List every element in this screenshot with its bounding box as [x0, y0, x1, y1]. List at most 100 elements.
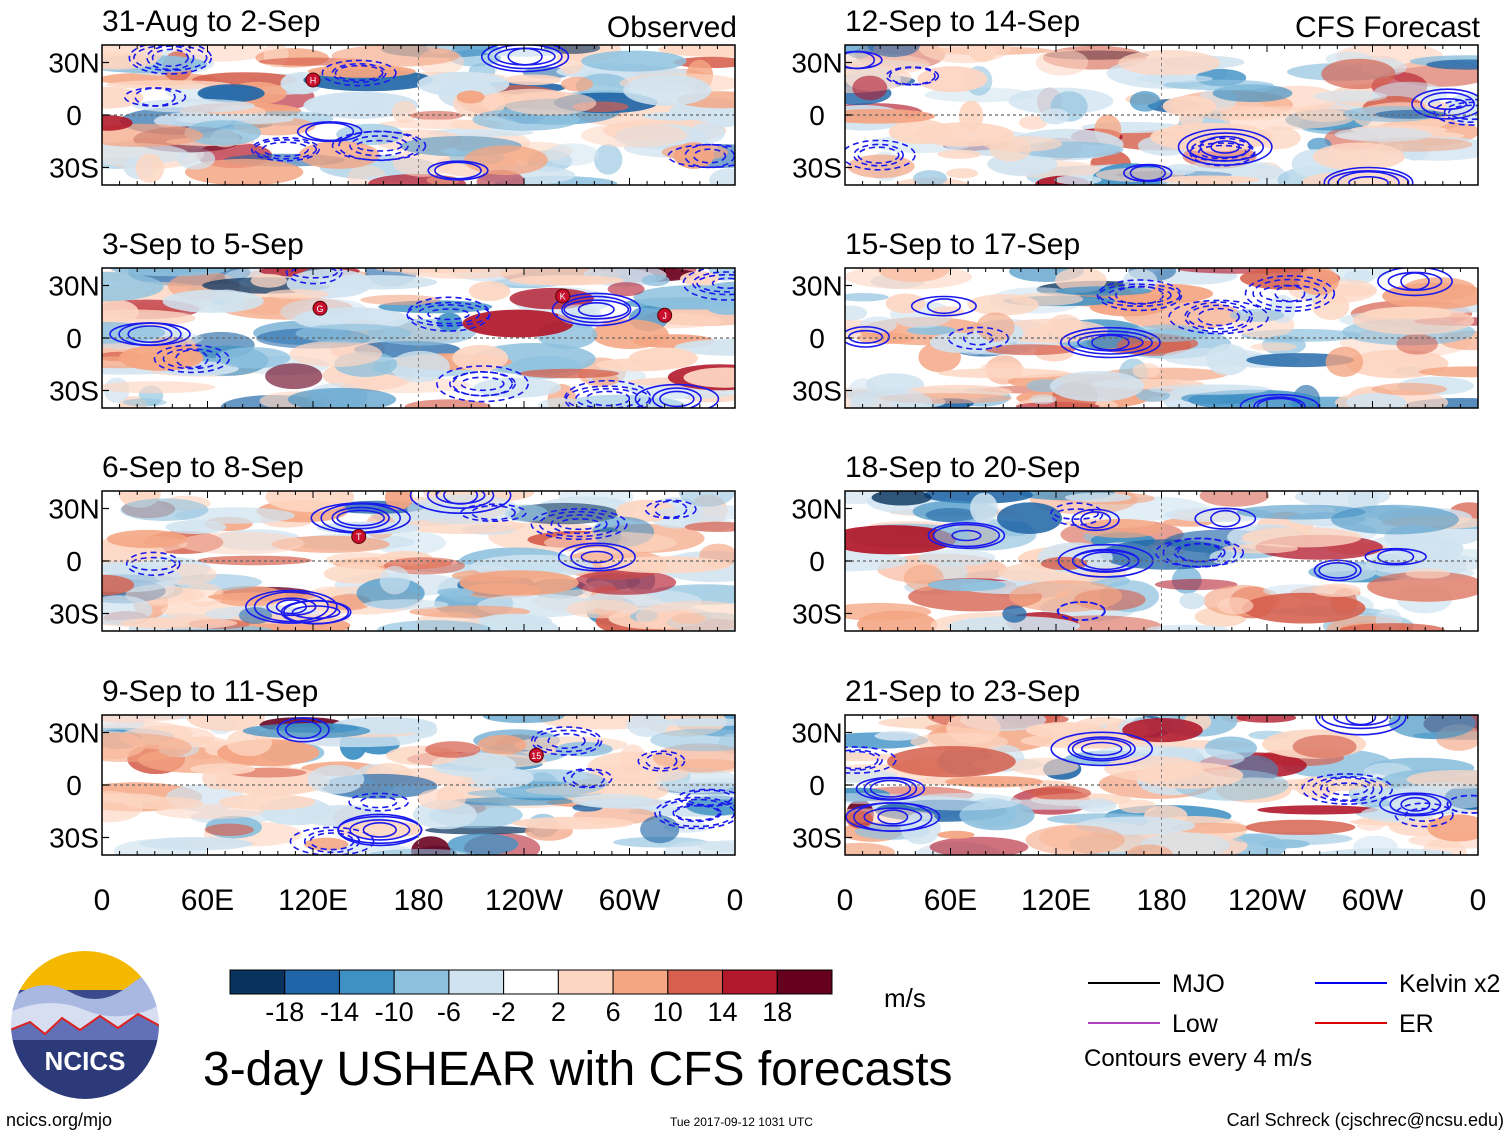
shear-blob: [925, 507, 977, 523]
kelvin-contour: [845, 802, 941, 832]
kelvin-contour: [538, 510, 620, 538]
site-link[interactable]: ncics.org/mjo: [6, 1110, 113, 1130]
shear-blob: [184, 120, 262, 146]
shear-blob: [845, 305, 868, 321]
shear-blob: [1331, 504, 1459, 535]
kelvin-contour: [672, 803, 722, 823]
kelvin-contour: [1197, 307, 1240, 327]
shear-blob: [410, 110, 464, 121]
shear-blob: [1199, 491, 1269, 507]
shear-blob: [1009, 580, 1123, 613]
colorbar-label: -10: [375, 997, 414, 1027]
shear-blob: [392, 100, 417, 124]
shear-blob: [845, 268, 973, 290]
shear-blob: [307, 764, 365, 794]
shear-blob: [102, 115, 133, 131]
colorbar-units: m/s: [884, 983, 926, 1013]
map-panel: 30N 0 30S 21-Sep to 23-Sep: [791, 675, 1479, 856]
shear-blob: [538, 397, 586, 408]
shear-blob: [607, 282, 645, 297]
shear-blob: [1427, 814, 1478, 842]
kelvin-contour: [557, 518, 601, 531]
shear-blob: [477, 734, 527, 756]
shear-blob: [913, 170, 948, 185]
kelvin-contour: [470, 505, 516, 521]
shear-blob: [1367, 571, 1478, 602]
kelvin-contour: [1129, 164, 1167, 182]
logo-text: NCICS: [45, 1046, 126, 1076]
kelvin-contour: [1327, 170, 1410, 185]
kelvin-contour: [1071, 738, 1132, 760]
shear-blob: [119, 344, 204, 371]
panel-title: 9-Sep to 11-Sep: [102, 675, 318, 708]
colorbar-swatch: [776, 969, 833, 995]
shear-blob: [102, 733, 192, 762]
kelvin-contour: [253, 591, 329, 623]
kelvin-contour: [857, 146, 900, 164]
kelvin-contour: [1377, 268, 1453, 297]
kelvin-contour: [885, 66, 940, 86]
shear-blob: [709, 168, 735, 185]
legend-label: MJO: [1172, 970, 1225, 998]
shear-blob: [1250, 342, 1297, 352]
shear-blob: [1352, 306, 1475, 335]
shear-blob: [1030, 785, 1092, 801]
storm-marker: T: [351, 529, 367, 544]
shear-blob: [502, 91, 597, 116]
kelvin-contour: [1071, 508, 1120, 532]
storm-label: J: [662, 311, 667, 321]
kelvin-contour: [1326, 782, 1369, 796]
kelvin-contour: [434, 161, 482, 180]
kelvin-contour: [321, 59, 397, 87]
shear-blob: [1179, 108, 1204, 128]
y-tick-label: 30S: [792, 599, 842, 630]
panel-title: 21-Sep to 23-Sep: [845, 675, 1080, 708]
shear-blob: [947, 616, 1080, 631]
kelvin-contour: [1348, 176, 1389, 185]
kelvin-contour: [1379, 792, 1452, 817]
shear-blob: [690, 122, 726, 144]
shear-blob: [640, 815, 680, 844]
kelvin-contour: [109, 322, 191, 347]
shear-blob: [596, 358, 680, 372]
kelvin-contour: [127, 325, 173, 344]
shear-blob: [1222, 544, 1299, 554]
shear-blob: [928, 578, 1007, 592]
kelvin-contour: [1321, 715, 1401, 730]
y-tick-label: 30N: [48, 271, 99, 302]
shear-blob: [416, 788, 467, 810]
shear-blob: [106, 80, 232, 90]
map-panel: 30N 0 30S 12-Sep to 14-Sep CFS Forecast: [791, 5, 1481, 186]
shear-blob: [1002, 605, 1027, 623]
shear-blob: [1295, 491, 1390, 508]
kelvin-contour: [1049, 502, 1104, 526]
shear-blob: [678, 491, 735, 507]
kelvin-contour: [1056, 601, 1106, 621]
shear-blob: [1302, 171, 1411, 185]
kelvin-contour: [1364, 547, 1427, 566]
shear-blob: [1229, 308, 1285, 322]
shear-blob: [1319, 562, 1377, 582]
section-label: CFS Forecast: [1295, 11, 1481, 44]
kelvin-contour: [284, 720, 322, 740]
shear-blob: [1118, 799, 1157, 814]
x-tick-label: 120W: [1228, 884, 1307, 917]
shear-blob: [1365, 552, 1478, 575]
shear-blob: [307, 64, 416, 78]
shear-blob: [581, 123, 687, 148]
shear-blob: [456, 90, 485, 104]
kelvin-contour: [285, 268, 343, 285]
shear-blob: [162, 289, 264, 313]
shear-blob: [1313, 142, 1405, 171]
shear-blob: [341, 377, 471, 393]
shear-blob: [601, 556, 731, 574]
colorbar-label: 10: [653, 997, 683, 1027]
kelvin-contour: [563, 299, 630, 320]
shear-blob: [846, 810, 874, 829]
kelvin-contour: [1377, 548, 1415, 565]
ncics-logo: NCICS: [9, 949, 161, 1101]
shear-blob: [1313, 90, 1388, 103]
kelvin-contour: [711, 277, 735, 290]
kelvin-contour: [448, 371, 516, 397]
kelvin-contour: [1394, 802, 1454, 828]
